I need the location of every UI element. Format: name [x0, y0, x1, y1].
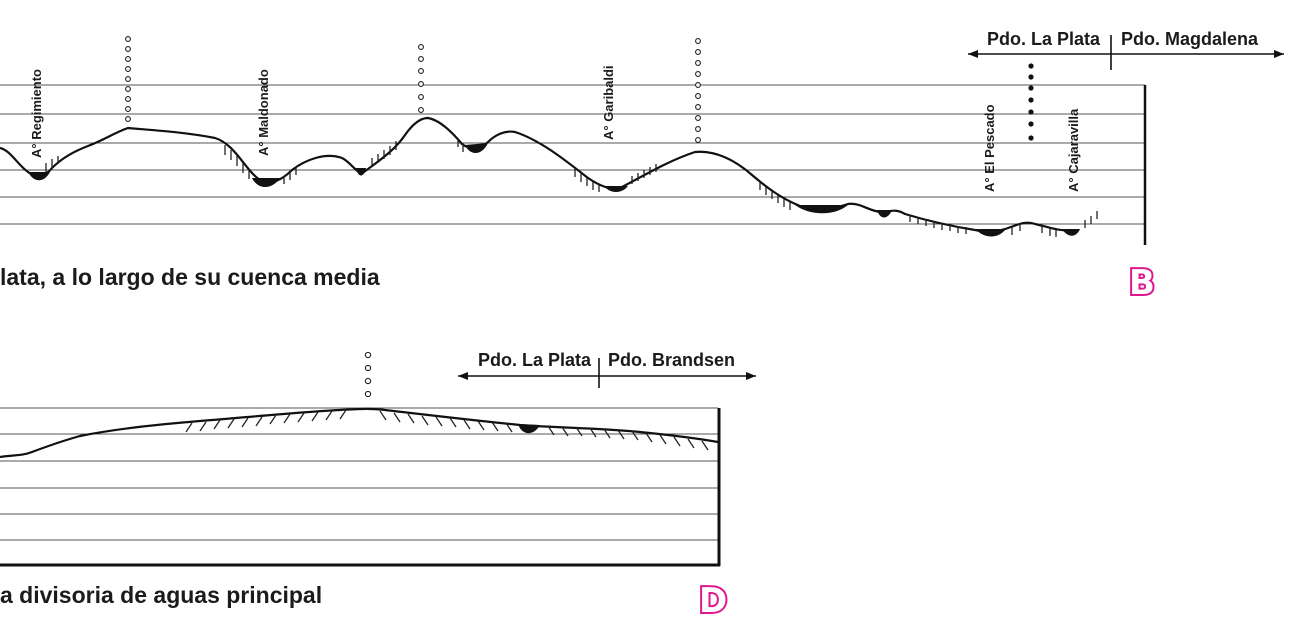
district-label-brandsen: Pdo. Brandsen — [608, 350, 735, 370]
district-label-magdalena: Pdo. Magdalena — [1121, 29, 1259, 49]
profile-d-stream-bed — [518, 424, 540, 434]
profile-b: A° Regimiento A° Maldonado A° Garibaldi … — [0, 29, 1284, 305]
profile-b-caption: lata, a lo largo de su cuenca media — [0, 264, 380, 290]
stream-label-cajaravilla: A° Cajaravilla — [1066, 108, 1081, 192]
profile-d: Pdo. La Plata Pdo. Brandsen a divisoria … — [0, 350, 756, 623]
district-label-la-plata-d: Pdo. La Plata — [478, 350, 592, 370]
profile-d-district-header: Pdo. La Plata Pdo. Brandsen — [458, 350, 756, 388]
profile-d-caption: a divisoria de aguas principal — [0, 582, 322, 608]
profile-d-slope-hatching — [185, 409, 709, 451]
stream-label-el-pescado: A° El Pescado — [982, 104, 997, 192]
profile-b-stream-beds — [28, 143, 1080, 237]
stream-label-maldonado: A° Maldonado — [256, 69, 271, 156]
district-label-la-plata: Pdo. La Plata — [987, 29, 1101, 49]
stream-label-garibaldi: A° Garibaldi — [601, 65, 616, 140]
stream-label-regimiento: A° Regimiento — [29, 69, 44, 158]
profile-d-gridlines — [0, 407, 718, 541]
profile-d-terrain-line — [0, 407, 719, 459]
profile-b-district-boundary-markers — [1028, 63, 1034, 141]
panel-letter-b: B — [1129, 263, 1155, 303]
profile-d-divide-markers — [364, 351, 372, 398]
profile-b-divide-markers — [125, 36, 701, 143]
profile-b-slope-hatching — [45, 138, 1098, 237]
profile-b-gridlines — [0, 84, 1145, 225]
profile-b-district-header: Pdo. La Plata Pdo. Magdalena — [968, 29, 1284, 70]
panel-letter-d: D — [699, 581, 727, 621]
profile-b-terrain-line — [0, 116, 1073, 233]
